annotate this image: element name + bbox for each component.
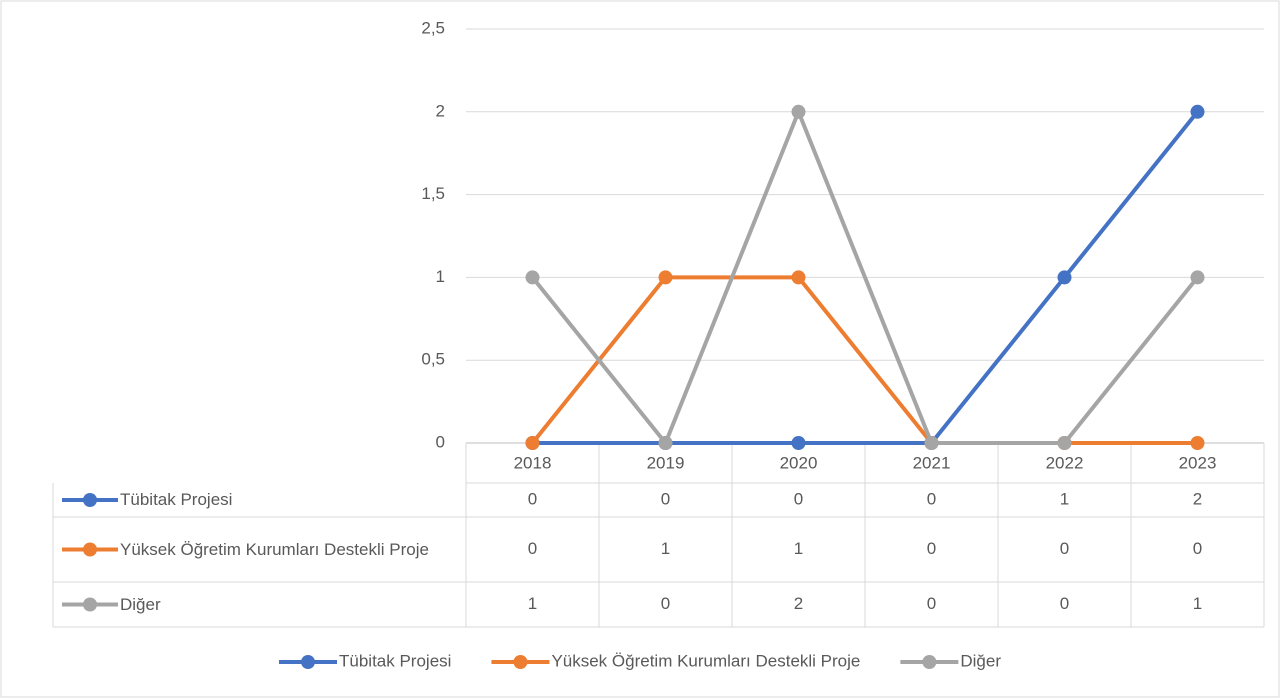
point [791, 104, 806, 119]
legend-item: Yüksek Öğretim Kurumları Destekli Proje [491, 651, 860, 670]
x-tick-label: 2022 [1046, 453, 1084, 472]
table-cell: 0 [528, 489, 537, 508]
table-cell: 2 [1193, 489, 1202, 508]
legend-item: Tübitak Projesi [279, 651, 451, 670]
point [1057, 436, 1072, 450]
point [1190, 436, 1205, 450]
point [791, 270, 806, 285]
x-tick-label: 2023 [1179, 453, 1217, 472]
legend-label: Tübitak Projesi [339, 651, 451, 670]
legend-label: Yüksek Öğretim Kurumları Destekli Proje [551, 651, 860, 670]
legend-marker [301, 655, 315, 669]
x-tick-label: 2018 [514, 453, 552, 472]
table-row-label: Diğer [120, 594, 161, 614]
point [924, 436, 939, 450]
point [1057, 270, 1072, 285]
point [525, 436, 540, 450]
series-line [530, 109, 1200, 445]
table-cell: 0 [927, 594, 936, 613]
y-tick-label: 2 [436, 101, 445, 120]
table-row-label-box: Diğer [120, 594, 161, 614]
table-cell: 1 [1193, 594, 1202, 613]
table-legend-marker [83, 597, 97, 612]
table-cell: 1 [661, 539, 670, 558]
y-tick-label: 0 [436, 432, 445, 451]
y-tick-label: 2,5 [421, 18, 445, 37]
series-line [532, 110, 1200, 445]
point [658, 270, 673, 285]
y-tick-label: 0,5 [421, 350, 445, 369]
y-tick-label: 1,5 [421, 184, 445, 203]
table-cell: 0 [661, 594, 670, 613]
table-cell: 0 [528, 539, 537, 558]
table-cell: 1 [528, 594, 537, 613]
point [658, 436, 673, 450]
legend-item: Diğer [900, 651, 1001, 670]
table-cell: 0 [661, 489, 670, 508]
table-row-label-box: Tübitak Projesi [120, 490, 233, 509]
table-cell: 0 [1193, 539, 1202, 558]
legend-label: Diğer [960, 651, 1001, 670]
table-row-label: Tübitak Projesi [120, 490, 233, 509]
series-line [530, 275, 1198, 445]
point [1190, 270, 1205, 285]
point [791, 436, 806, 450]
table-legend-marker [83, 542, 97, 557]
table-cell: 0 [794, 489, 803, 508]
table-legend-marker [83, 493, 97, 507]
table-cell: 2 [794, 594, 803, 613]
legend-marker [513, 655, 528, 669]
table-cell: 1 [1060, 489, 1069, 508]
point [525, 270, 540, 285]
table-cell: 0 [1060, 594, 1069, 613]
table-row-label: Yüksek Öğretim Kurumları Destekli Proje [120, 539, 429, 559]
table-cell: 0 [927, 539, 936, 558]
x-tick-label: 2019 [647, 453, 685, 472]
x-tick-label: 2021 [913, 453, 951, 472]
table-row-label-box: Yüksek Öğretim Kurumları Destekli Proje [120, 539, 429, 559]
legend-marker [922, 655, 937, 669]
table-cell: 0 [927, 489, 936, 508]
point [1190, 104, 1205, 119]
y-tick-label: 1 [436, 267, 445, 286]
x-tick-label: 2020 [780, 453, 818, 472]
table-cell: 0 [1060, 539, 1069, 558]
table-cell: 1 [794, 539, 803, 558]
